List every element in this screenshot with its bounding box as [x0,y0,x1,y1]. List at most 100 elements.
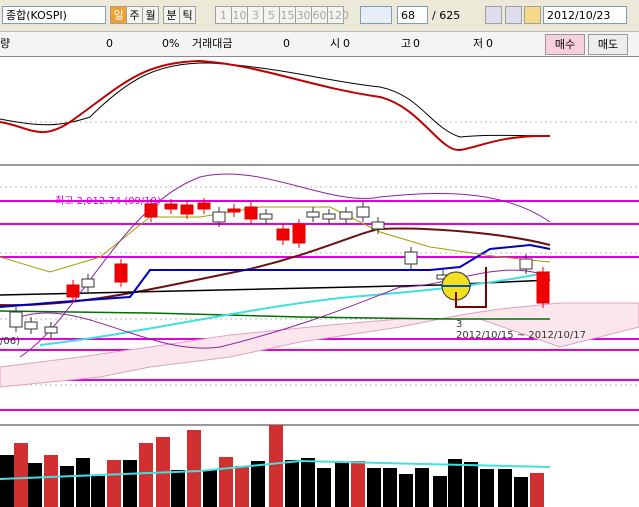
dropdown[interactable] [360,6,392,24]
count-note: 3 [456,319,462,330]
period-button[interactable]: 월 [142,6,159,24]
high-note: 최고 2,012.74 (09/19) [55,195,161,207]
candle [164,203,178,210]
volume-bar [335,462,349,507]
volume-bars [0,425,544,507]
total-count: / 625 [432,9,461,22]
volume-bar [530,473,544,507]
candle [144,203,158,218]
info-bar: 량 0 0% 거래대금 0 시 0 고 0 저 0 매수 매도 [0,31,639,57]
candle [227,208,241,213]
settings-icon[interactable] [524,6,541,24]
candle [66,284,80,298]
volume-bar [480,469,494,507]
volume-bar [317,468,331,507]
bollinger [19,269,551,349]
minute-button[interactable]: 5 [263,6,280,24]
candle [244,206,258,220]
moving-average [0,227,551,307]
label: 저 [473,37,484,50]
minute-button[interactable]: 15 [279,6,296,24]
date-input[interactable]: 2012/10/23 [543,6,627,24]
level-lines [0,200,639,411]
candles [9,198,550,338]
volume-bar [464,462,478,507]
candle [292,223,306,244]
volume-bar [301,458,315,507]
volume-bar [498,469,512,507]
count-input[interactable]: 68 [397,6,428,24]
volume-bar [433,476,447,507]
volume-bar [367,468,381,507]
volume-bar [60,466,74,507]
volume-average [0,459,551,480]
volume-bar [399,474,413,507]
minute-button[interactable]: 10 [231,6,248,24]
volume-bar [187,430,201,507]
symbol-input[interactable]: 종합(KOSPI) [2,6,106,24]
candle [197,202,211,210]
cloud [0,302,639,388]
moving-average [0,310,550,320]
volume-bar [269,425,283,507]
volume-bar [219,457,233,507]
candle [24,321,38,330]
minute-button[interactable]: 60 [311,6,328,24]
candle [114,263,128,283]
volume-bar [76,458,90,507]
range-note: 2012/10/15 ~ 2012/10/17 [456,330,586,341]
candle [322,213,336,220]
period-button[interactable]: 일 [110,6,127,24]
volume-bar [351,461,365,507]
buy-button[interactable]: 매수 [545,34,585,55]
indicator-line [0,59,551,152]
tool-icon[interactable] [505,6,522,24]
candle [276,228,290,241]
volume-bar [107,460,121,507]
value: 0 [106,37,113,50]
volume-bar [514,477,528,507]
grid [0,121,639,386]
label: 시 [330,37,341,50]
minute-button[interactable]: 120 [327,6,349,24]
candle [536,271,550,304]
sell-button[interactable]: 매도 [588,34,628,55]
candle [356,206,370,218]
volume-bar [251,461,265,507]
moving-average [0,279,551,296]
candle [212,211,226,223]
candle [519,258,533,270]
range-bracket [455,267,487,308]
minute-button[interactable]: 30 [295,6,312,24]
period-button[interactable]: 틱 [179,6,196,24]
volume-bar [285,460,299,507]
candle [81,278,95,288]
candle [306,211,320,218]
volume-bar [448,459,462,507]
candle [339,211,353,220]
candle [259,213,273,220]
baseline [0,243,551,308]
volume-bar [14,443,28,507]
chart-area: 최고 2,012.74 (09/19) 3 2012/10/15 ~ 2012/… [0,59,639,507]
period-button[interactable]: 분 [163,6,180,24]
moving-average [39,271,551,346]
left-note: /06) [0,336,20,347]
candle [180,204,194,215]
minute-button[interactable]: 1 [215,6,232,24]
volume-bar [383,468,397,507]
volume-bar [123,460,137,507]
volume-bar [0,455,14,507]
value: 0 [283,37,290,50]
candle [371,221,385,230]
label: 고 [401,37,412,50]
lagging-line [0,206,551,273]
minute-button[interactable]: 3 [247,6,264,24]
tool-icon[interactable] [485,6,502,24]
value: 0 [413,37,420,50]
volume-bar [203,470,217,507]
bollinger [19,173,551,358]
candle [44,326,58,334]
period-button[interactable]: 주 [126,6,143,24]
